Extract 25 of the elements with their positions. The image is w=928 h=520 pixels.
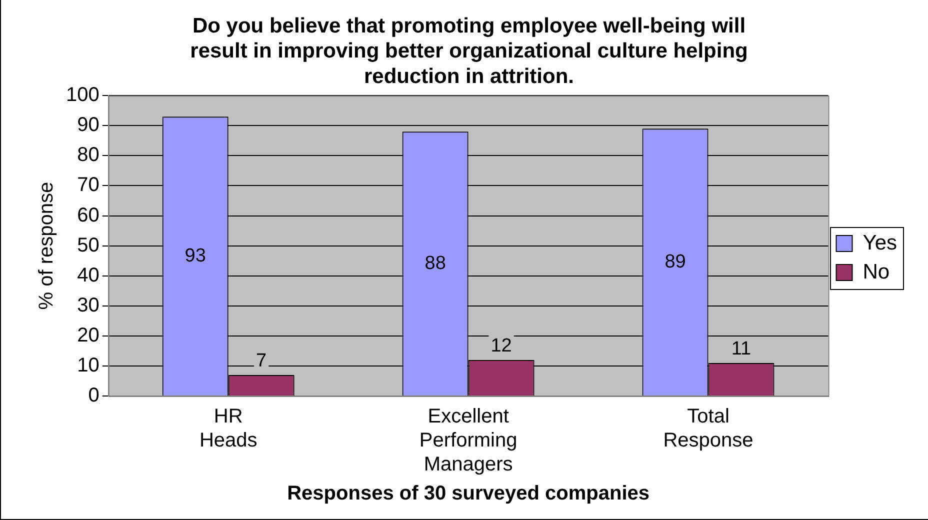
x-tick-label: Total Response bbox=[663, 406, 754, 452]
y-tick-label: 90 bbox=[77, 114, 100, 136]
data-label: 93 bbox=[184, 245, 206, 266]
y-tick-label: 80 bbox=[77, 144, 100, 166]
y-tick-label: 0 bbox=[88, 384, 100, 407]
chart-title: Do you believe that promoting employee well-being will result in improving better organizational culture helping reduction in attrition. bbox=[190, 14, 748, 88]
y-tick-label: 30 bbox=[77, 294, 100, 316]
data-label: 7 bbox=[256, 350, 267, 372]
data-label: 12 bbox=[490, 336, 512, 357]
data-label: 11 bbox=[731, 338, 752, 360]
y-tick-label: 20 bbox=[77, 324, 100, 346]
y-tick-label: 50 bbox=[77, 234, 100, 256]
y-tick-label: 10 bbox=[77, 354, 100, 376]
x-tick-label: Excellent Performing Managers bbox=[419, 406, 518, 476]
x-axis-title: Responses of 30 surveyed companies bbox=[287, 482, 650, 505]
y-tick-label: 60 bbox=[77, 204, 100, 226]
data-label: 89 bbox=[664, 251, 686, 272]
y-axis-title: % of response bbox=[36, 182, 58, 310]
y-tick-label: 100 bbox=[66, 84, 100, 106]
legend-label: No bbox=[862, 260, 890, 284]
y-tick-label: 40 bbox=[77, 264, 100, 286]
x-tick-label: HR Heads bbox=[199, 406, 258, 452]
data-label: 88 bbox=[424, 252, 446, 274]
legend-label: Yes bbox=[862, 231, 898, 254]
y-tick-label: 70 bbox=[77, 174, 100, 196]
